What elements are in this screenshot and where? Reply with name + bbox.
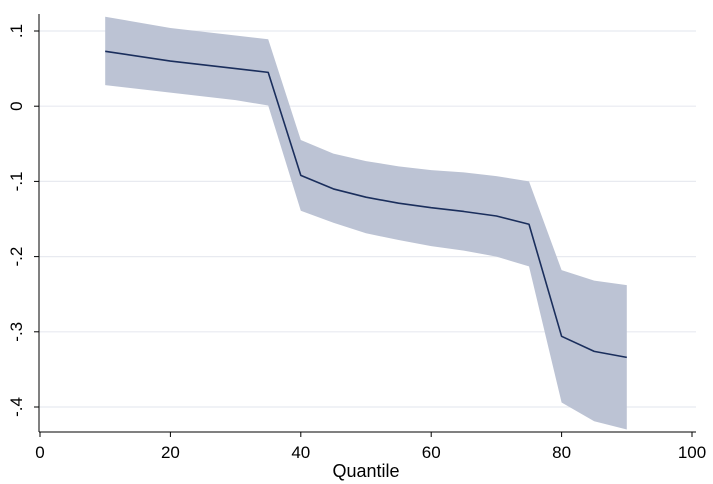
x-tick-labels: 0 20 40 60 80 100 (35, 443, 706, 462)
axes (34, 14, 696, 437)
series-line-estimate (105, 50, 627, 359)
y-tick-label: 0 (7, 101, 26, 110)
estimate-line-group (105, 50, 627, 359)
x-tick-label: 40 (291, 443, 310, 462)
y-tick-labels: -.4 -.3 -.2 -.1 0 .1 (7, 24, 26, 417)
y-tick-label: -.1 (7, 171, 26, 191)
y-tick-label: .1 (7, 24, 26, 38)
y-tick-label: -.3 (7, 322, 26, 342)
y-tick-label: -.2 (7, 247, 26, 267)
confidence-band (105, 16, 627, 430)
x-tick-label: 80 (552, 443, 571, 462)
x-tick-label: 60 (422, 443, 441, 462)
confidence-band-group (105, 16, 627, 430)
x-tick-label: 20 (161, 443, 180, 462)
y-tick-label: -.4 (7, 397, 26, 417)
x-tick-label: 100 (678, 443, 706, 462)
x-tick-label: 0 (35, 443, 44, 462)
x-axis-title: Quantile (332, 461, 399, 481)
